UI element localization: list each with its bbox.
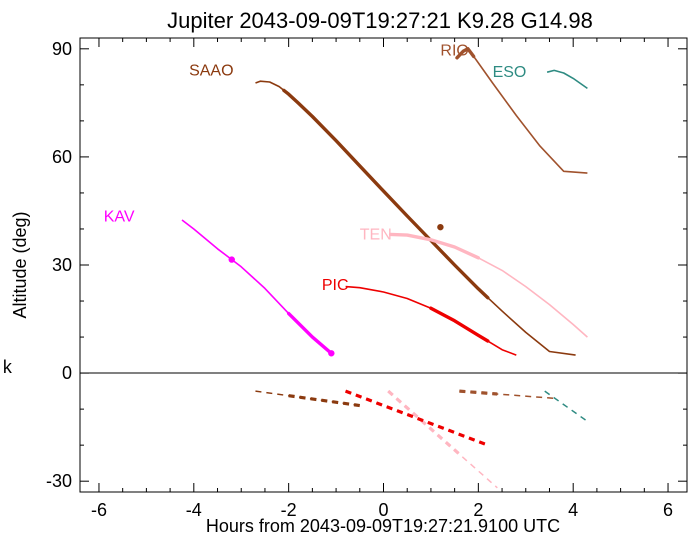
- kav-label: KAV: [104, 208, 135, 225]
- pic-label: PIC: [322, 277, 349, 294]
- x-tick-label: 4: [568, 500, 578, 520]
- y-tick-label: -30: [46, 471, 72, 491]
- ten-below-horizon: [387, 390, 498, 489]
- ten-altitude-curve: [390, 233, 588, 338]
- y-axis-label: Altitude (deg): [10, 211, 30, 318]
- x-tick-label: -6: [91, 500, 107, 520]
- saao-label: SAAO: [189, 62, 233, 79]
- ten-label: TEN: [360, 226, 392, 243]
- rio-label: RIO: [440, 43, 468, 60]
- eso-altitude-curve: [546, 69, 588, 90]
- eso-label: ESO: [493, 64, 527, 81]
- pic-curve-highlight: [429, 306, 490, 343]
- x-tick-label: 0: [378, 500, 388, 520]
- stray-k-label: k: [2, 359, 13, 379]
- saao-altitude-curve: [255, 80, 576, 356]
- ten-curve-highlight: [388, 232, 480, 260]
- rio-below-horizon-highlight: [459, 389, 498, 396]
- plot-frame: [79, 37, 688, 493]
- saao-point: [437, 223, 444, 231]
- rio-curve-highlight: [455, 47, 476, 60]
- axis-ticks: -6 -4 -2 0 2 4 6 -30 0 30 60 90: [46, 38, 687, 520]
- x-tick-label: 6: [663, 500, 673, 520]
- x-tick-label: -2: [281, 500, 297, 520]
- saao-curve-highlight: [282, 88, 490, 300]
- y-tick-label: 90: [52, 39, 72, 59]
- kav-point: [228, 256, 235, 263]
- chart-title: Jupiter 2043-09-09T19:27:21 K9.28 G14.98: [167, 8, 593, 33]
- y-tick-label: 0: [62, 363, 72, 383]
- ten-below-horizon-highlight: [387, 389, 461, 456]
- plot-area: SAAO RIO ESO TEN PIC KAV: [104, 43, 588, 489]
- pic-altitude-curve: [345, 285, 517, 356]
- pic-below-horizon-highlight: [344, 389, 489, 447]
- saao-below-horizon-highlight: [288, 394, 361, 408]
- x-tick-label: -4: [186, 500, 202, 520]
- eso-below-horizon: [544, 390, 588, 422]
- y-tick-label: 60: [52, 147, 72, 167]
- kav-end-point: [328, 350, 335, 357]
- x-tick-label: 2: [473, 500, 483, 520]
- x-axis-label: Hours from 2043-09-09T19:27:21.9100 UTC: [206, 516, 560, 536]
- y-tick-label: 30: [52, 255, 72, 275]
- kav-curve-highlight: [287, 311, 333, 355]
